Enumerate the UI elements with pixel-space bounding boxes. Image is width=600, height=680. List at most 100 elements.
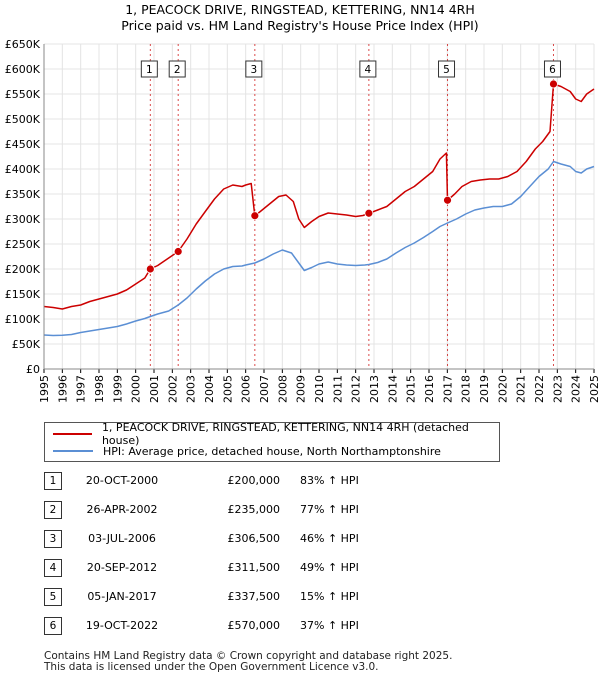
- x-tick-label: 2010: [313, 375, 326, 403]
- y-tick-label: £550K: [5, 88, 41, 101]
- y-tick-label: £600K: [5, 63, 41, 76]
- sale-date: 19-OCT-2022: [85, 619, 159, 632]
- x-tick-label: 2003: [185, 375, 198, 403]
- legend-line-property: [53, 433, 92, 435]
- x-tick-label: 2009: [295, 375, 308, 403]
- sale-number: 2: [44, 501, 62, 519]
- sale-price: £200,000: [227, 474, 281, 487]
- y-tick-label: £250K: [5, 238, 41, 251]
- sale-point: [173, 247, 183, 256]
- chart-title: 1, PEACOCK DRIVE, RINGSTEAD, KETTERING, …: [0, 2, 600, 34]
- sale-number: 1: [44, 472, 62, 490]
- y-tick-label: £300K: [5, 213, 41, 226]
- x-tick-label: 2022: [533, 375, 546, 403]
- y-tick-label: £100K: [5, 313, 41, 326]
- y-tick-label: £500K: [5, 113, 41, 126]
- sale-number: 6: [44, 617, 62, 635]
- property-series-line: [43, 83, 595, 310]
- x-tick-label: 1996: [56, 375, 69, 403]
- sale-label-number: 6: [549, 64, 556, 76]
- sale-date: 20-OCT-2000: [85, 474, 159, 487]
- x-tick-label: 2011: [331, 375, 344, 403]
- sale-price: £337,500: [227, 590, 281, 603]
- sale-number: 3: [44, 530, 62, 548]
- x-tick-label: 2025: [588, 375, 600, 403]
- legend-label-hpi: HPI: Average price, detached house, Nort…: [103, 444, 441, 458]
- x-tick-label: 2008: [276, 375, 289, 403]
- x-tick-label: 2014: [386, 375, 399, 403]
- sale-date: 20-SEP-2012: [86, 561, 158, 574]
- sale-date: 26-APR-2002: [86, 503, 158, 516]
- y-tick-label: £150K: [5, 288, 41, 301]
- x-tick-label: 2024: [570, 375, 583, 403]
- sale-date: 03-JUL-2006: [88, 532, 156, 545]
- sale-label-box: [168, 60, 186, 78]
- chart-title-line1: 1, PEACOCK DRIVE, RINGSTEAD, KETTERING, …: [125, 2, 475, 17]
- sale-price: £235,000: [227, 503, 281, 516]
- sale-price: £311,500: [227, 561, 281, 574]
- footer-line1: Contains HM Land Registry data © Crown c…: [44, 650, 453, 662]
- sale-hpi-change: 46% ↑ HPI: [300, 532, 359, 545]
- x-tick-label: 2018: [460, 375, 473, 403]
- sale-label-box: [543, 60, 561, 78]
- sale-label-number: 3: [250, 64, 257, 76]
- y-tick-label: £650K: [5, 38, 41, 51]
- sale-price: £306,500: [227, 532, 281, 545]
- x-tick-label: 1999: [111, 375, 124, 403]
- legend-item-hpi: HPI: Average price, detached house, Nort…: [53, 443, 441, 459]
- sale-label-box: [245, 60, 263, 78]
- hpi-series-line: [43, 160, 595, 337]
- x-tick-label: 2004: [203, 375, 216, 403]
- x-tick-label: 2019: [478, 375, 491, 403]
- x-tick-label: 2020: [496, 375, 509, 403]
- x-tick-label: 2023: [551, 375, 564, 403]
- sale-label-box: [438, 60, 456, 78]
- chart-legend: 1, PEACOCK DRIVE, RINGSTEAD, KETTERING, …: [44, 421, 500, 462]
- sale-row: 1 20-OCT-2000 £200,000 83% ↑ HPI: [0, 470, 600, 492]
- legend-label-property: 1, PEACOCK DRIVE, RINGSTEAD, KETTERING, …: [101, 421, 469, 447]
- sale-point: [364, 208, 374, 218]
- legend-item-property: 1, PEACOCK DRIVE, RINGSTEAD, KETTERING, …: [53, 421, 499, 447]
- footer-line2: This data is licensed under the Open Gov…: [44, 661, 379, 673]
- sale-hpi-change: 15% ↑ HPI: [300, 590, 359, 603]
- sale-label-box: [359, 60, 377, 78]
- x-tick-label: 2001: [148, 375, 161, 403]
- x-tick-label: 2000: [130, 375, 143, 403]
- y-tick-label: £400K: [5, 163, 41, 176]
- footer-note: Contains HM Land Registry data © Crown c…: [44, 651, 452, 673]
- x-tick-label: 2006: [240, 375, 253, 403]
- sale-row: 2 26-APR-2002 £235,000 77% ↑ HPI: [0, 499, 600, 521]
- x-tick-label: 2021: [515, 375, 528, 403]
- sale-label-number: 5: [443, 64, 450, 76]
- sale-label-number: 4: [365, 64, 372, 76]
- sale-price: £570,000: [227, 619, 281, 632]
- x-tick-label: 2005: [221, 375, 234, 403]
- sale-hpi-change: 49% ↑ HPI: [300, 561, 359, 574]
- sale-row: 3 03-JUL-2006 £306,500 46% ↑ HPI: [0, 528, 600, 550]
- x-tick-label: 2012: [350, 375, 363, 403]
- sale-hpi-change: 83% ↑ HPI: [300, 474, 359, 487]
- y-tick-label: £0: [26, 363, 40, 376]
- y-tick-label: £450K: [5, 138, 41, 151]
- sale-label-number: 2: [174, 64, 181, 76]
- sale-hpi-change: 37% ↑ HPI: [300, 619, 359, 632]
- sale-label-number: 1: [146, 64, 153, 76]
- x-tick-label: 2013: [368, 375, 381, 403]
- price-chart: £0 £50K £100K £150K £200K £250K £300K £350K £400…: [5, 38, 600, 403]
- sale-date: 05-JAN-2017: [87, 590, 157, 603]
- sale-row: 5 05-JAN-2017 £337,500 15% ↑ HPI: [0, 586, 600, 608]
- x-tick-label: 2002: [166, 375, 179, 403]
- sale-point: [443, 195, 452, 205]
- x-tick-label: 2015: [405, 375, 418, 403]
- y-tick-label: £50K: [12, 338, 41, 351]
- x-tick-label: 2017: [441, 375, 454, 403]
- x-tick-label: 1997: [75, 375, 88, 403]
- y-tick-label: £350K: [5, 188, 41, 201]
- x-tick-label: 1998: [93, 375, 106, 403]
- x-tick-label: 2007: [258, 375, 271, 403]
- sale-row: 4 20-SEP-2012 £311,500 49% ↑ HPI: [0, 557, 600, 579]
- y-tick-label: £200K: [5, 263, 41, 276]
- legend-line-hpi: [53, 450, 93, 452]
- sale-number: 4: [44, 559, 62, 577]
- sale-hpi-change: 77% ↑ HPI: [300, 503, 359, 516]
